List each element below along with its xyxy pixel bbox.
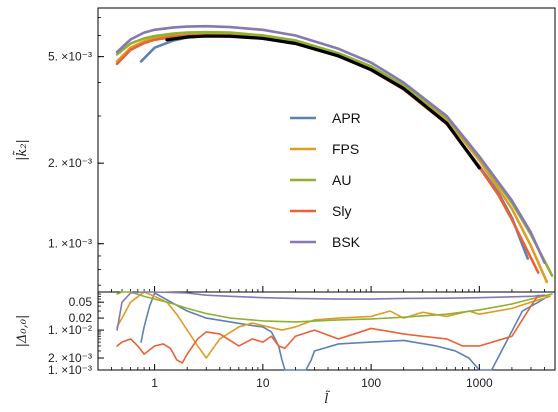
bottom-y-axis: 1. ×10⁻³2. ×10⁻³ 1. ×10⁻²0.02 0.05	[48, 293, 104, 377]
bottom-line-apr	[140, 292, 549, 371]
bottom-series-lines	[116, 291, 553, 371]
bottom-y-tick-label: 2. ×10⁻³	[48, 351, 92, 365]
legend-label-bsk: BSK	[332, 234, 361, 250]
bottom-x-tick-label: 100	[361, 376, 381, 390]
legend-label-fps: FPS	[332, 141, 359, 157]
top-series-lines	[115, 24, 554, 284]
bottom-y-tick-label: 0.02	[69, 311, 93, 325]
top-y-axis: 1. ×10⁻³ 2. ×10⁻³ 5. ×10⁻³	[48, 17, 545, 292]
top-panel: 1. ×10⁻³ 2. ×10⁻³ 5. ×10⁻³ |k̃₂| APR FPS AU S…	[13, 7, 556, 293]
legend: APR FPS AU Sly BSK	[290, 110, 361, 250]
bottom-x-tick-label: 1	[151, 376, 158, 390]
bottom-y-tick-label: 1. ×10⁻²	[48, 323, 92, 337]
bottom-x-tick-label: 10	[256, 376, 270, 390]
bottom-x-tick-label: 1000	[466, 376, 493, 390]
top-line-bsk	[115, 24, 546, 264]
top-y-tick-label: 1. ×10⁻³	[48, 237, 92, 251]
top-y-tick-label: 5. ×10⁻³	[48, 50, 92, 64]
top-y-tick-label: 2. ×10⁻³	[48, 156, 92, 170]
bottom-line-sly	[116, 294, 540, 364]
bottom-y-tick-label: 0.05	[69, 295, 93, 309]
x-axis-label: l̃	[324, 390, 330, 407]
bottom-line-bsk	[116, 291, 546, 331]
bottom-panel: 1. ×10⁻³2. ×10⁻³1. ×10⁻²0.020.05 1 10 100 1…	[15, 291, 556, 407]
legend-label-sly: Sly	[332, 203, 351, 219]
x-axis: 1 10 100 1000	[97, 364, 545, 390]
bottom-y-tick-label: 1. ×10⁻³	[48, 363, 92, 377]
bottom-line-fps	[116, 291, 551, 359]
legend-label-apr: APR	[332, 110, 361, 126]
top-line-reference	[165, 34, 481, 170]
bottom-line-au	[116, 291, 553, 323]
bottom-plot-frame	[97, 291, 556, 371]
legend-label-au: AU	[332, 172, 351, 188]
top-y-axis-label: |k̃₂|	[13, 139, 30, 161]
bottom-y-axis-label: |Δ₀,₀|	[15, 315, 30, 348]
